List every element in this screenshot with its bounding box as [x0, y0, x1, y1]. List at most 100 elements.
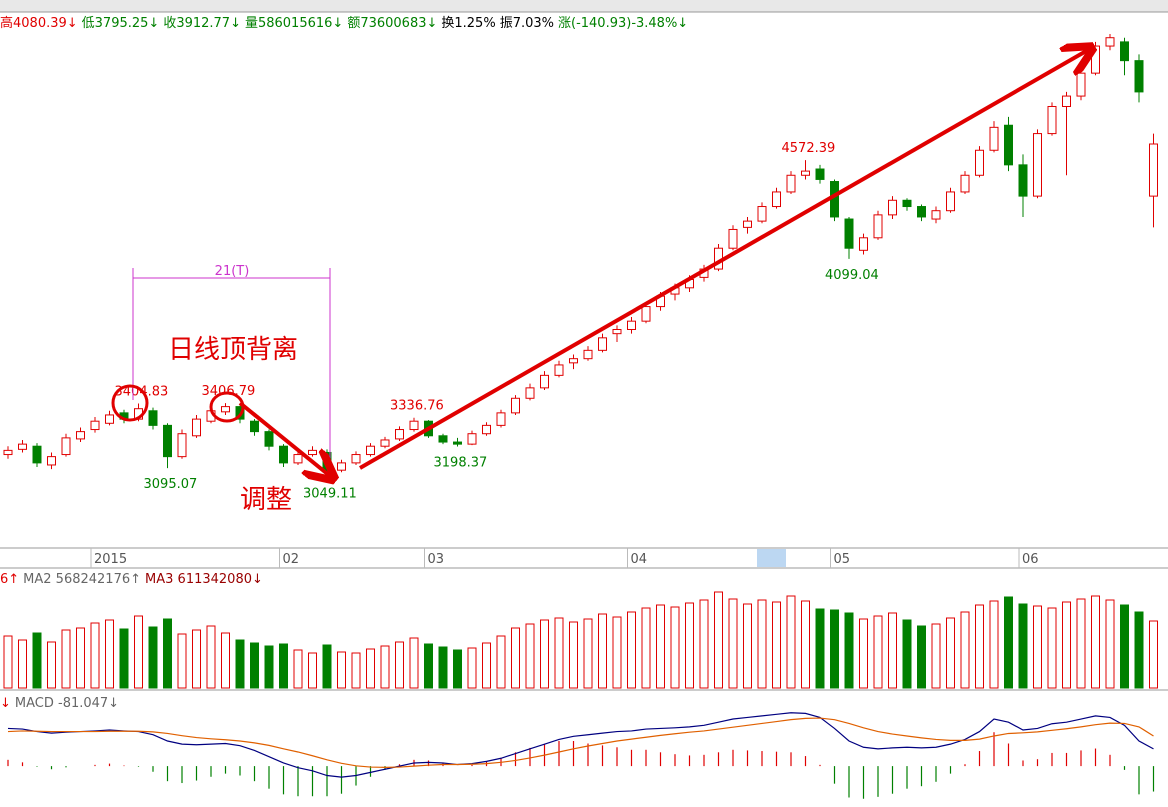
candle-body — [1120, 41, 1129, 62]
candle-body — [583, 349, 593, 360]
candle-body — [148, 410, 158, 426]
candle-body — [18, 443, 27, 450]
high-label: 3336.76 — [390, 399, 444, 414]
volume-bar — [830, 609, 839, 689]
candle-body — [192, 418, 201, 437]
volume-bar — [1149, 620, 1158, 689]
scroll-thumb[interactable] — [757, 549, 786, 567]
volume-bar — [177, 633, 187, 689]
volume-bar — [496, 635, 506, 689]
high-label: 4572.39 — [782, 141, 836, 156]
candle-body — [250, 420, 259, 433]
volume-bar — [3, 635, 13, 689]
toolbar — [0, 0, 1168, 12]
header-item: 收3912.77↓ — [163, 16, 241, 31]
volume-bar — [279, 643, 288, 689]
volume-bar — [467, 647, 477, 689]
volume-bar — [119, 628, 129, 689]
x-tick-label: 04 — [631, 552, 648, 567]
candle-body — [163, 424, 172, 458]
candle-body — [1149, 143, 1158, 197]
candle-body — [873, 214, 883, 239]
volume-bar — [148, 626, 158, 689]
volume-bar — [627, 611, 636, 689]
candle-body — [511, 397, 520, 414]
header-item: 6↑ — [0, 572, 19, 587]
candle-body — [1076, 72, 1086, 97]
volume-bar — [714, 591, 723, 689]
volume-bar — [105, 619, 114, 689]
header-item: 高4080.39↓ — [0, 15, 78, 31]
candle-body — [888, 199, 897, 216]
header-item: MA3 611342080↓ — [145, 572, 263, 587]
volume-bar — [801, 600, 810, 689]
volume-bar — [1062, 601, 1071, 689]
x-tick-label: 2015 — [94, 552, 127, 567]
x-tick-label: 06 — [1022, 552, 1039, 567]
candle-body — [395, 429, 404, 440]
header-item: 涨(-140.93)-3.48%↓ — [558, 16, 688, 31]
candle-body — [47, 456, 56, 466]
candle-body — [757, 206, 767, 222]
volume-bar — [250, 642, 259, 689]
candle-body — [293, 454, 303, 464]
candle-body — [438, 435, 448, 443]
volume-bar — [206, 625, 216, 689]
price-header: 高4080.39↓ 低3795.25↓ 收3912.77↓ 量586015616↓ 额7… — [0, 15, 688, 31]
volume-bar — [699, 599, 709, 689]
candle-body — [279, 445, 288, 464]
volume-header: 6↑ MA2 568242176↑ MA3 611342080↓ — [0, 572, 263, 587]
candle-body — [786, 174, 796, 193]
candle-body — [728, 228, 738, 249]
volume-bar — [163, 618, 172, 689]
candle-body — [554, 364, 564, 376]
volume-bar — [351, 652, 361, 689]
candle-body — [308, 449, 317, 456]
volume-bar — [873, 615, 883, 689]
candle-body — [772, 191, 781, 208]
volume-bar — [670, 606, 680, 689]
candle-body — [627, 320, 636, 330]
candle-body — [844, 218, 854, 249]
header-item: 低3795.25↓ — [82, 16, 160, 31]
volume-bar — [583, 618, 593, 689]
macd-dif-line — [7, 712, 1154, 778]
annotation: 日线顶背离 — [168, 335, 298, 365]
measure-label: 21(T) — [215, 264, 250, 279]
macd-header: ↓ MACD -81.047↓ — [0, 696, 119, 711]
volume-bar — [308, 652, 317, 689]
volume-bar — [380, 645, 390, 689]
volume-bar — [366, 648, 375, 689]
volume-bar — [1018, 603, 1028, 689]
candle-body — [612, 328, 622, 335]
volume-bar — [902, 619, 912, 689]
candle-body — [32, 445, 42, 464]
volume-bar — [32, 632, 42, 689]
volume-bar — [61, 629, 71, 689]
volume-bar — [1033, 605, 1042, 689]
volume-bar — [569, 621, 578, 689]
candle-body — [221, 406, 230, 413]
annotation: 调整 — [240, 485, 292, 515]
x-tick-label: 02 — [283, 552, 300, 567]
candle-body — [641, 306, 651, 322]
volume-bar — [192, 629, 201, 689]
candle-body — [409, 420, 419, 431]
volume-bar — [395, 641, 404, 689]
volume-bar — [1004, 596, 1013, 689]
candle-body — [1018, 164, 1028, 197]
volume-bar — [641, 607, 651, 689]
candle-body — [946, 191, 955, 212]
volume-bar — [76, 627, 85, 689]
volume-bar — [946, 617, 955, 689]
volume-bar — [975, 604, 984, 689]
candle-body — [76, 431, 85, 440]
low-label: 4099.04 — [825, 268, 879, 283]
candle-body — [366, 445, 375, 456]
volume-bar — [525, 623, 535, 689]
volume-bar — [815, 608, 825, 689]
volume-bar — [337, 651, 346, 689]
volume-bar — [540, 619, 549, 689]
candle-body — [902, 199, 912, 208]
volume-bar — [786, 595, 796, 689]
